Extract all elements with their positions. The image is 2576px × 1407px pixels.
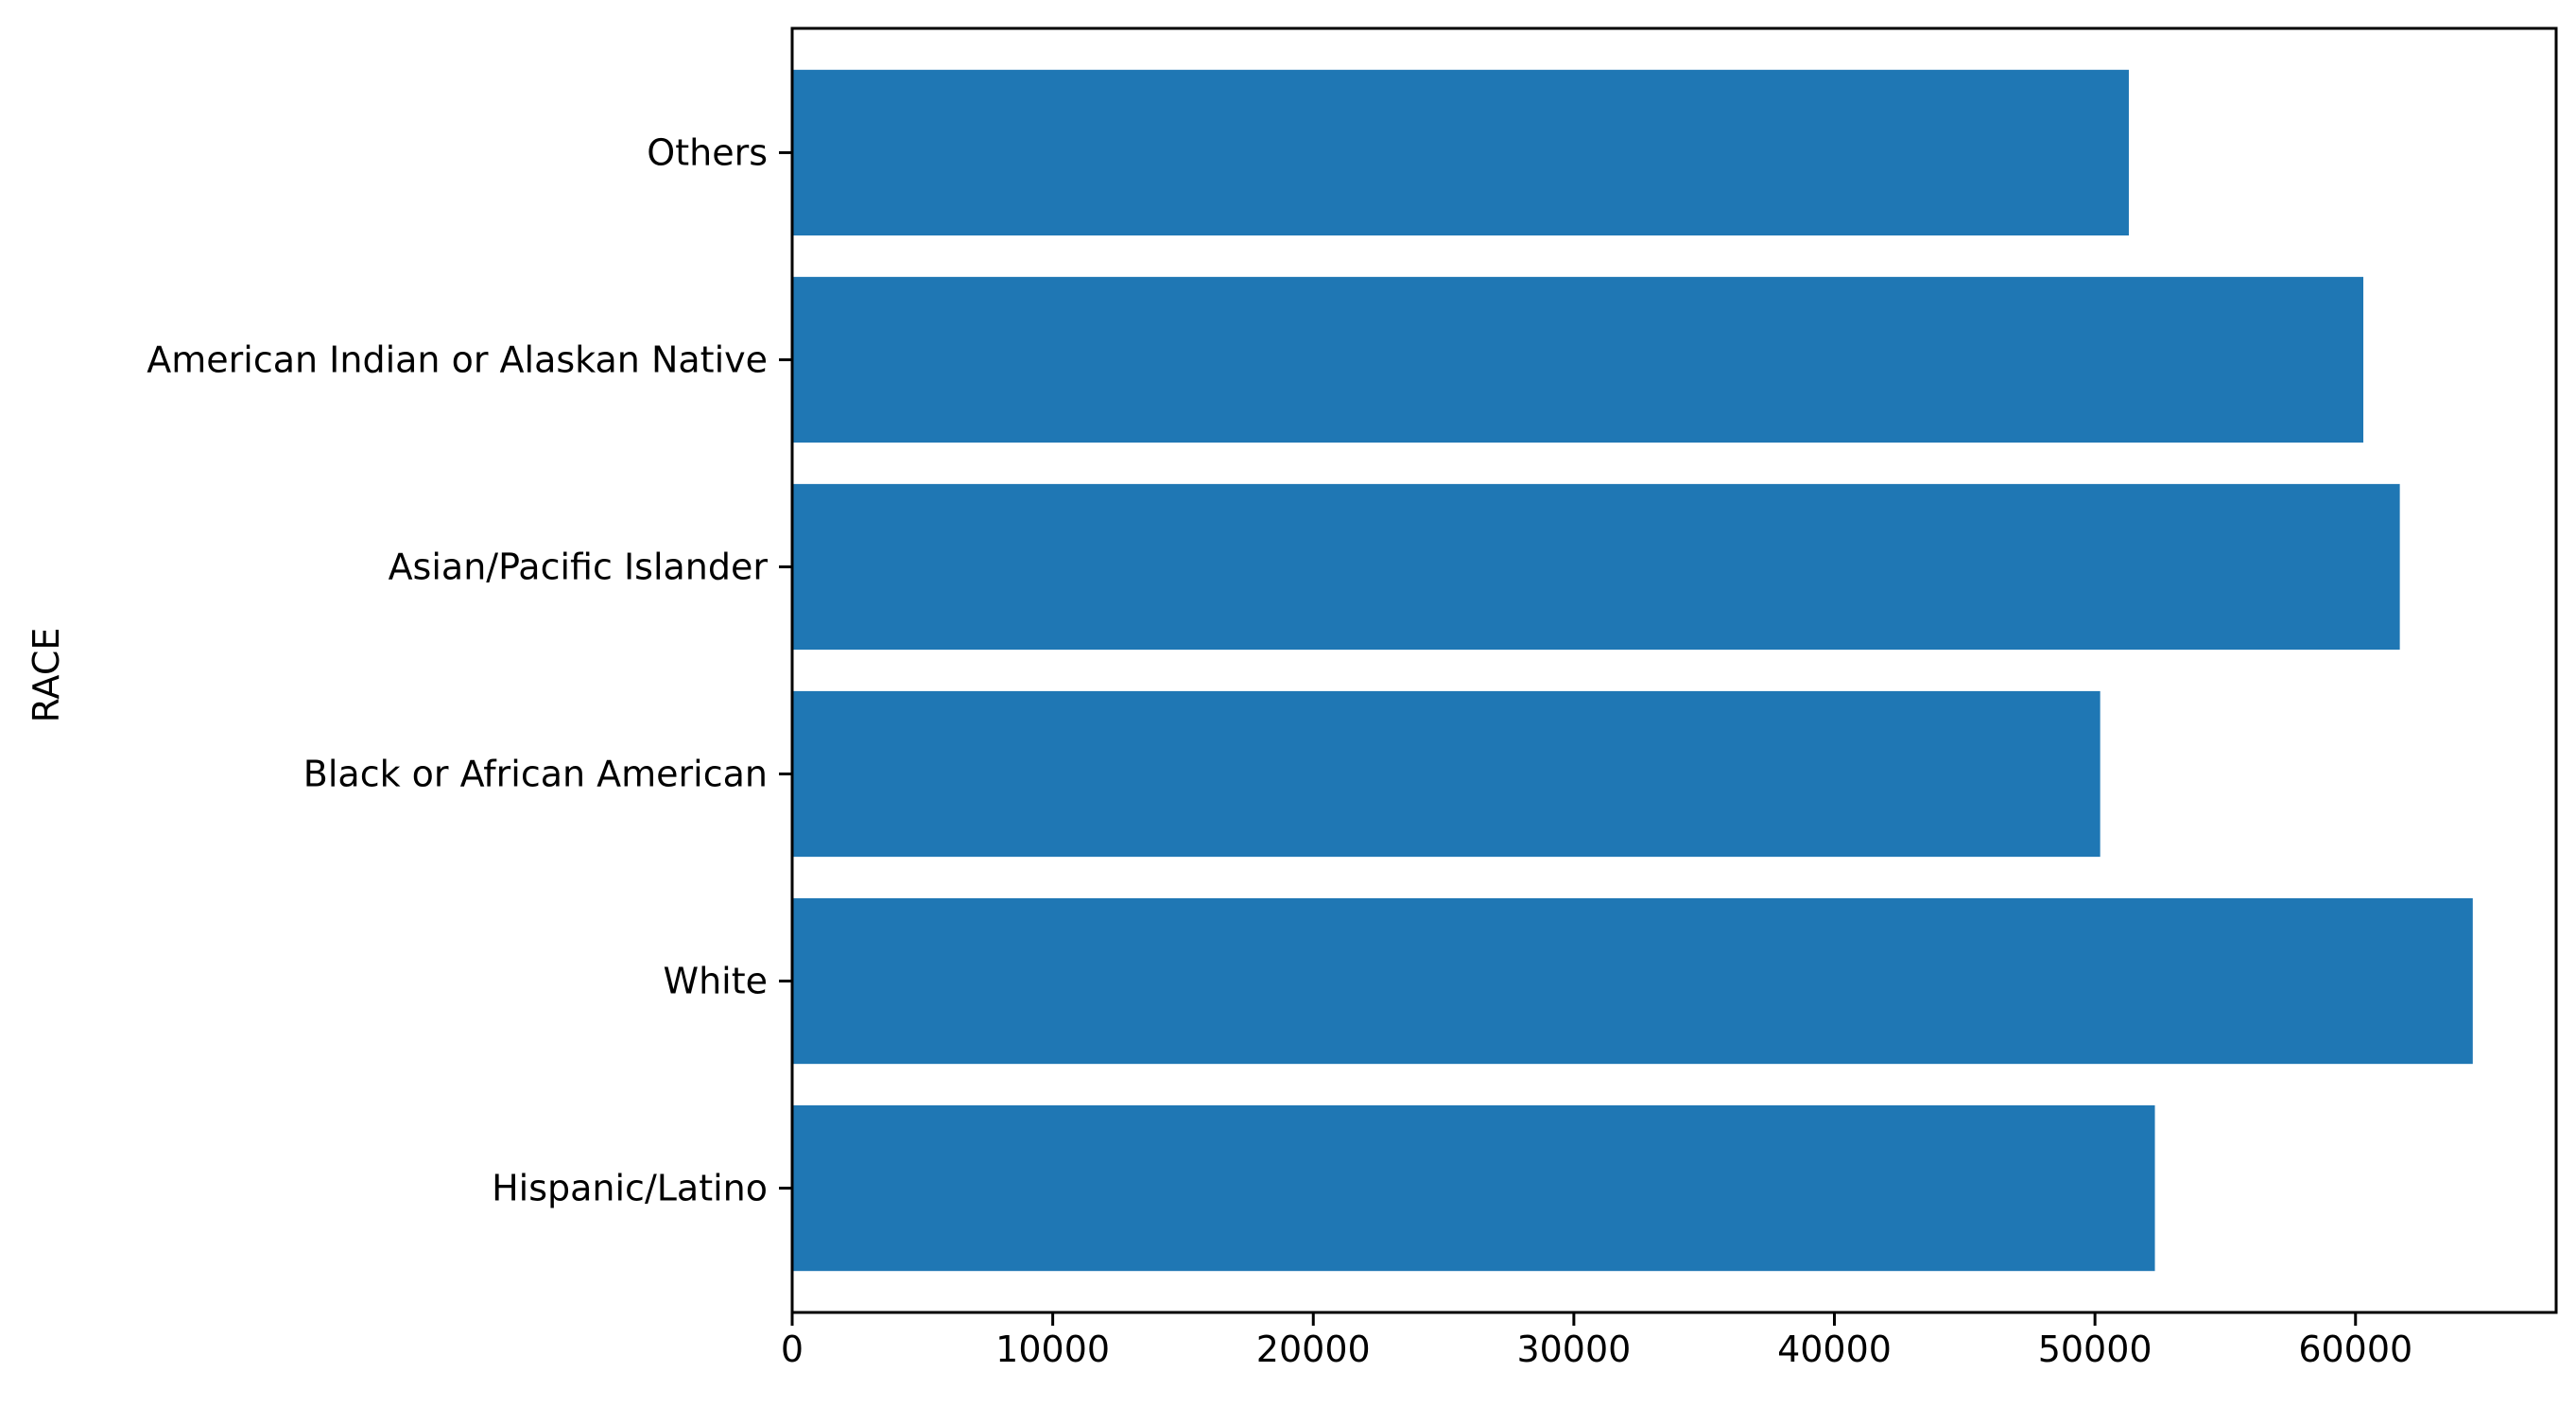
- y-tick-label: Others: [647, 131, 768, 173]
- bar-asian-pacific-islander: [792, 483, 2400, 651]
- bar-others: [792, 69, 2129, 236]
- x-tick-label: 40000: [1777, 1329, 1892, 1370]
- y-axis-ticks: Hispanic/Latino White Black or African Ame…: [147, 131, 792, 1209]
- x-tick-label: 50000: [2038, 1329, 2152, 1370]
- bar-white: [792, 897, 2473, 1065]
- y-tick-label: Hispanic/Latino: [492, 1168, 768, 1209]
- plot-frame: [790, 26, 2558, 1314]
- bars-group: [792, 69, 2473, 1272]
- bar-american-indian-or-alaskan-native: [792, 276, 2364, 443]
- x-tick-label: 20000: [1256, 1329, 1371, 1370]
- y-tick-label: Black or African American: [303, 754, 768, 795]
- y-tick-label: White: [664, 961, 769, 1002]
- y-tick-label: American Indian or Alaskan Native: [147, 339, 768, 380]
- x-tick-label: 0: [781, 1329, 804, 1370]
- x-tick-label: 60000: [2298, 1329, 2412, 1370]
- x-axis-ticks: 0 10000 20000 30000 40000 50000 60000: [781, 1312, 2412, 1370]
- x-tick-label: 30000: [1516, 1329, 1631, 1370]
- y-axis-title: RACE: [26, 628, 67, 723]
- bar-black-or-african-american: [792, 690, 2101, 858]
- y-tick-label: Asian/Pacific Islander: [389, 546, 769, 587]
- x-tick-label: 10000: [995, 1329, 1110, 1370]
- bar-hispanic-latino: [792, 1104, 2155, 1272]
